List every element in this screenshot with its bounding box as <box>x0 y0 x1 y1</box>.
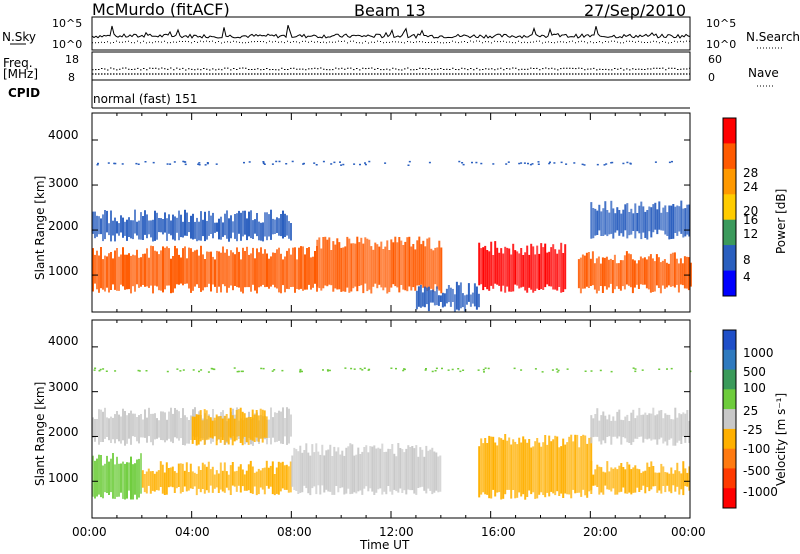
noise-right-tick-bottom: 10^0 <box>706 38 737 51</box>
date-title: 27/Sep/2010 <box>584 1 687 20</box>
noise-search-trace <box>92 40 690 44</box>
xtick-2000: 20:00 <box>583 525 618 539</box>
power-echo-band <box>92 209 292 242</box>
xtick-0800: 08:00 <box>277 525 312 539</box>
noise-sky-label: N.Sky <box>2 30 37 44</box>
velocity-colorbar-segment <box>723 448 736 469</box>
velocity-echo-band <box>92 453 142 500</box>
power-colorbar-segment <box>723 270 736 297</box>
velocity-cb-tick-neg500: -500 <box>743 464 771 478</box>
power-echo-band <box>590 200 691 240</box>
beam-title: Beam 13 <box>354 1 426 20</box>
station-title: McMurdo (fitACF) <box>92 0 230 19</box>
power-speckle <box>96 160 673 166</box>
freq-label-line1: Freq. <box>3 56 33 70</box>
power-echo-band <box>415 281 480 312</box>
velocity-colorbar-segment <box>723 330 736 351</box>
noise-sky-trace <box>91 25 691 40</box>
freq-right-tick-top: 60 <box>708 53 722 66</box>
power-colorbar-segment <box>723 118 736 144</box>
freq-left-tick-bottom: 8 <box>68 71 75 84</box>
power-cb-tick-4: 4 <box>743 270 751 284</box>
freq-right-tick-bottom: 0 <box>708 71 715 84</box>
xtick-1600: 16:00 <box>481 525 516 539</box>
power-cb-tick-16: 16 <box>743 213 759 227</box>
cpid-label: CPID <box>8 86 41 100</box>
velocity-cb-tick-25: 25 <box>743 404 759 418</box>
velocity-ytick-3000: 3000 <box>48 380 79 394</box>
noise-panel-frame <box>91 16 691 51</box>
noise-search-label: N.Search <box>746 30 800 44</box>
freq-panel-frame <box>91 51 691 81</box>
power-cb-tick-28: 28 <box>743 166 759 180</box>
velocity-colorbar-segment <box>723 468 736 489</box>
velocity-colorbar-segment <box>723 389 736 410</box>
nave-label: Nave <box>748 66 779 80</box>
velocity-colorbar-segment <box>723 349 736 371</box>
power-colorbar-segment <box>723 219 736 246</box>
power-cb-tick-12: 12 <box>743 227 759 241</box>
velocity-echo-band <box>191 407 268 446</box>
power-echo-band <box>478 241 567 293</box>
velocity-echo-band <box>590 407 691 446</box>
noise-right-tick-top: 10^5 <box>706 17 737 30</box>
velocity-cb-tick-neg25: -25 <box>743 423 763 437</box>
power-ytick-1000: 1000 <box>48 264 79 278</box>
velocity-colorbar-segment <box>723 409 736 430</box>
xtick-0000: 00:00 <box>72 525 107 539</box>
velocity-colorbar-frame <box>722 329 737 509</box>
power-echo-band <box>316 236 443 294</box>
power-cb-tick-24: 24 <box>743 180 759 194</box>
power-echo-band <box>92 245 318 294</box>
velocity-cb-tick-1000: 1000 <box>743 346 774 360</box>
velocity-ytick-4000: 4000 <box>48 334 79 348</box>
power-echo-band <box>577 251 692 294</box>
velocity-cb-tick-100: 100 <box>743 381 766 395</box>
power-colorbar-segment <box>723 168 736 195</box>
noise-left-tick-top: 10^5 <box>52 17 83 30</box>
cpid-value: normal (fast) 151 <box>93 92 198 106</box>
power-cb-tick-20: 20 <box>743 204 759 218</box>
velocity-colorbar-segment <box>723 369 736 390</box>
power-colorbar-segment <box>723 245 736 271</box>
velocity-ytick-2000: 2000 <box>48 425 79 439</box>
xaxis-label: Time UT <box>360 538 410 552</box>
power-colorbar-segment <box>723 143 736 170</box>
noise-left-tick-bottom: 10^0 <box>52 38 83 51</box>
velocity-cb-tick-neg100: -100 <box>743 442 771 456</box>
velocity-cb-tick-500: 500 <box>743 365 766 379</box>
power-ytick-3000: 3000 <box>48 176 79 190</box>
velocity-echo-band <box>478 434 593 500</box>
power-ytick-4000: 4000 <box>48 128 79 142</box>
xtick-2400: 00:00 <box>671 525 706 539</box>
power-ytick-2000: 2000 <box>48 219 79 233</box>
xtick-0400: 04:00 <box>175 525 210 539</box>
freq-label-line2: [MHz] <box>3 67 39 81</box>
velocity-echo-band <box>141 460 292 496</box>
power-colorbar-frame <box>722 117 737 297</box>
xtick-1200: 12:00 <box>379 525 414 539</box>
velocity-ytick-1000: 1000 <box>48 471 79 485</box>
velocity-echo-band <box>590 460 691 496</box>
freq-left-tick-top: 18 <box>65 53 79 66</box>
velocity-colorbar-segment <box>723 428 736 450</box>
power-cb-tick-8: 8 <box>743 253 751 267</box>
velocity-colorbar-segment <box>723 488 736 509</box>
power-colorbar-segment <box>723 194 736 221</box>
velocity-echo-band <box>291 443 442 496</box>
freq-trace <box>92 67 691 71</box>
velocity-cb-tick-neg1000: -1000 <box>743 485 778 499</box>
